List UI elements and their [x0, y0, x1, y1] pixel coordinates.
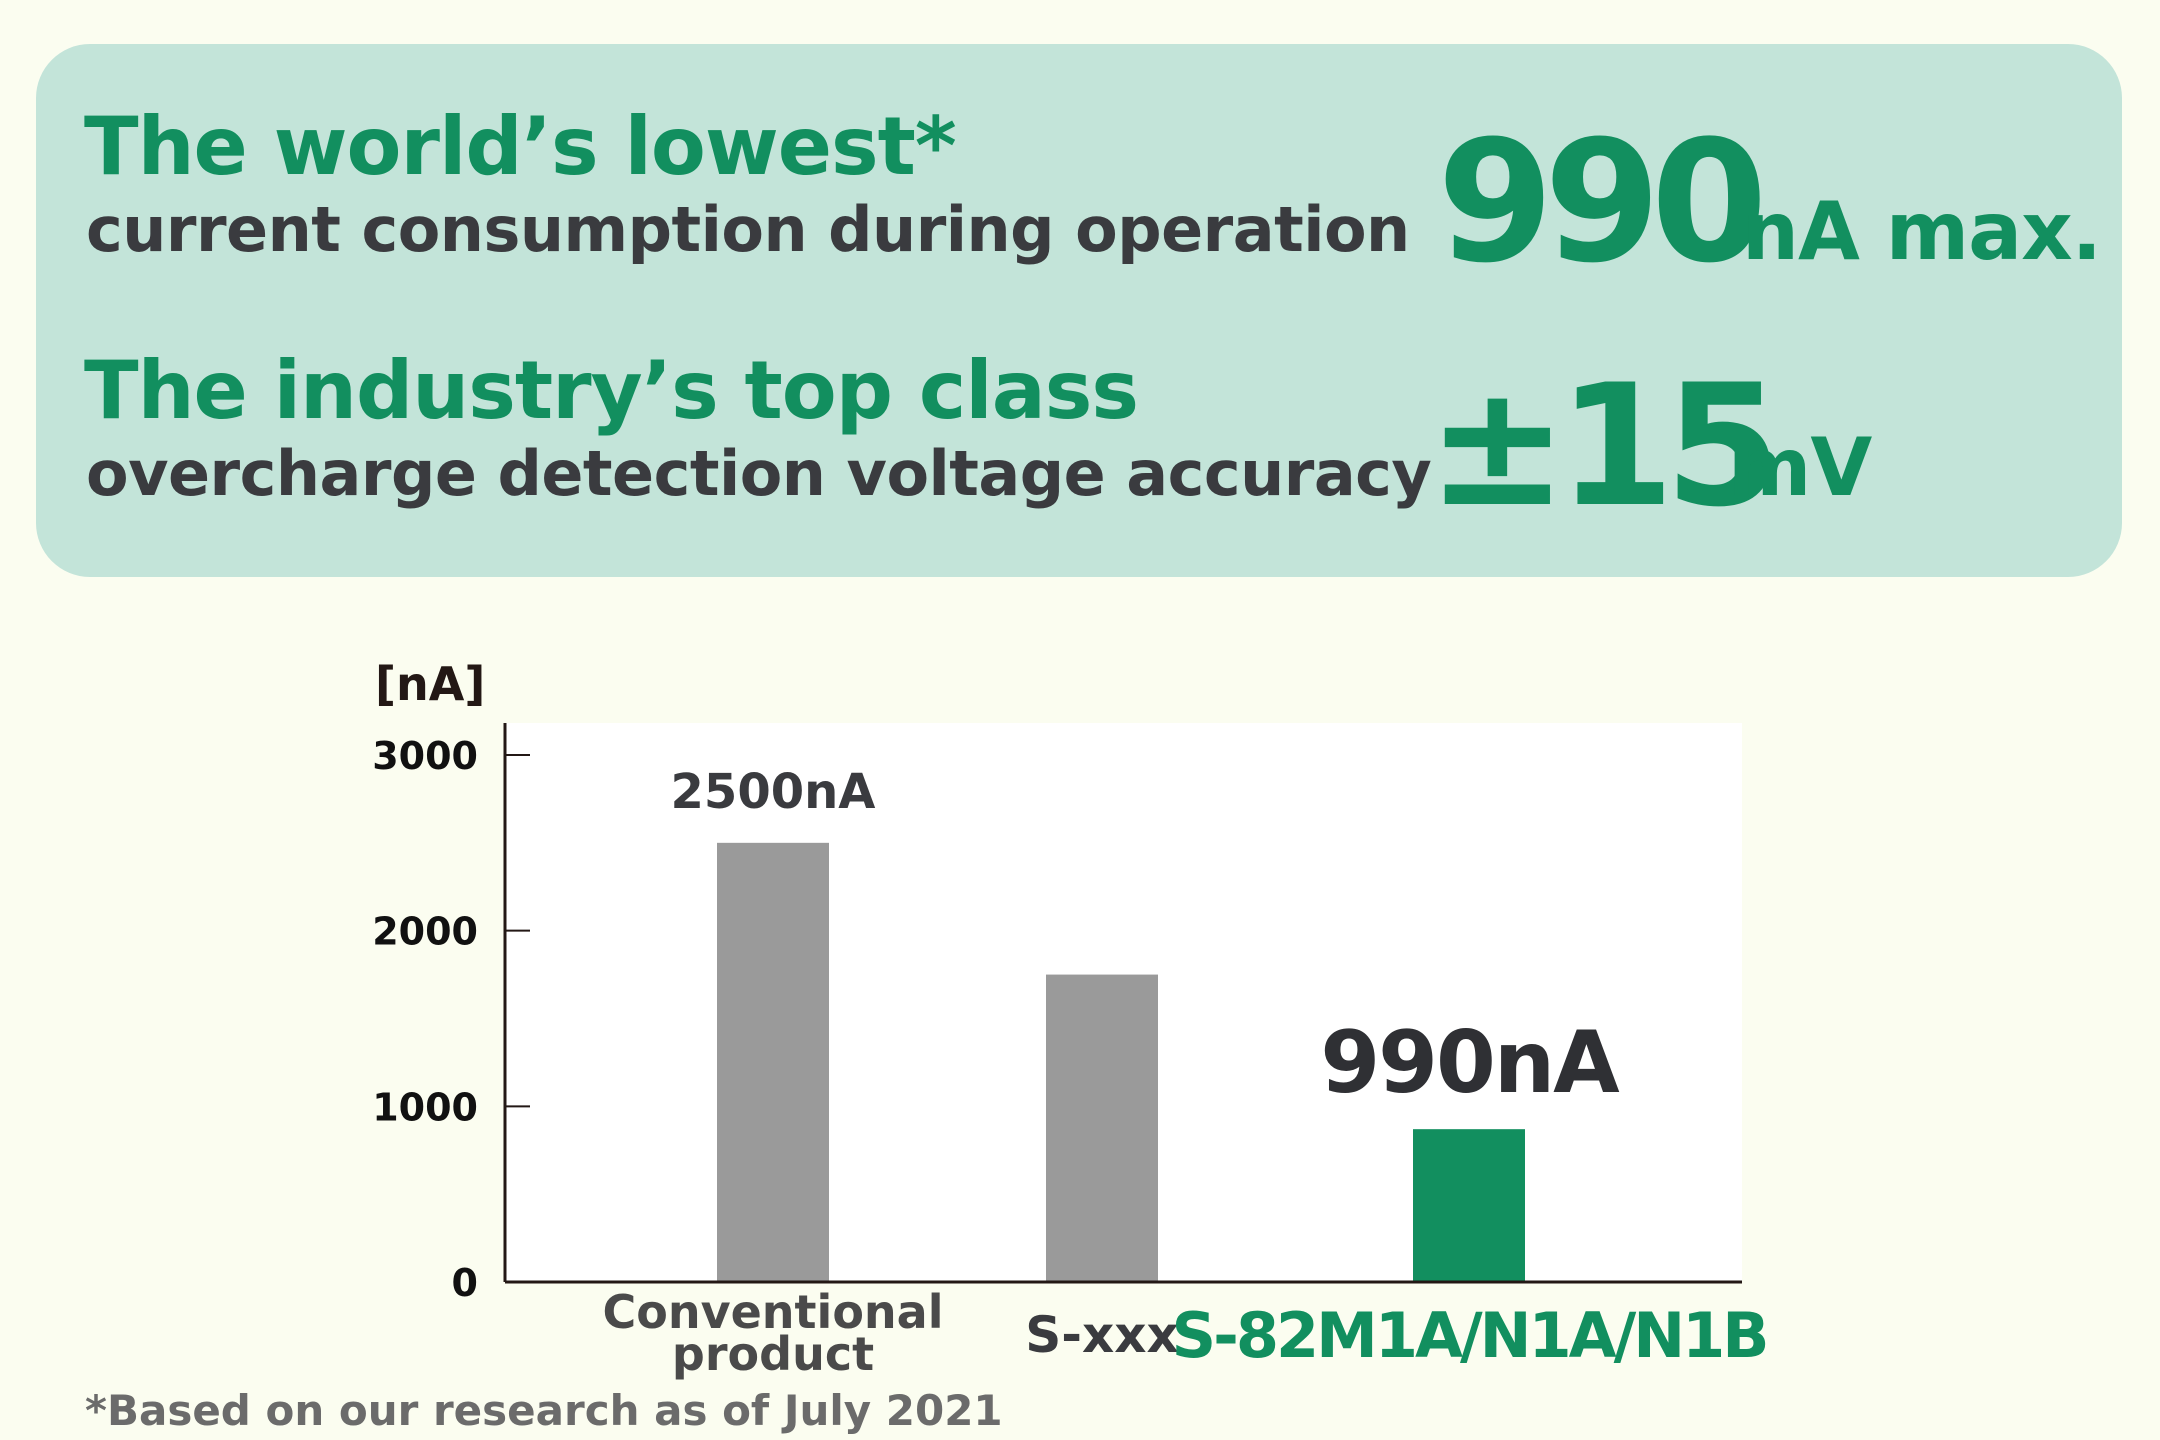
- category-label-0-line2: product: [672, 1327, 874, 1381]
- category-label-0: Conventional: [603, 1285, 944, 1339]
- footnote: *Based on our research as of July 2021: [85, 1386, 1003, 1435]
- y-tick-label-3: 3000: [372, 734, 478, 778]
- category-label-2: S-82M1A/N1A/N1B: [1171, 1299, 1766, 1372]
- category-label-1: S-xxx: [1025, 1306, 1179, 1364]
- y-axis-label: [nA]: [375, 657, 485, 711]
- headline-accuracy-subtitle: overcharge detection voltage accuracy: [86, 437, 1432, 510]
- accuracy-value: ±15: [1427, 348, 1782, 544]
- bar-0: [717, 842, 829, 1282]
- headline-current-subtitle: current consumption during operation: [86, 193, 1410, 266]
- data-label-2: 990nA: [1320, 1013, 1620, 1113]
- bar-2: [1413, 1129, 1525, 1282]
- y-tick-label-0: 0: [452, 1261, 478, 1305]
- headline-current-title: The world’s lowest*: [84, 100, 957, 193]
- y-tick-label-1: 1000: [372, 1085, 478, 1129]
- y-tick-label-2: 2000: [372, 910, 478, 954]
- current-value: 990: [1437, 104, 1768, 300]
- current-unit: nA max.: [1742, 185, 2102, 278]
- bar-1: [1046, 974, 1158, 1282]
- data-label-0: 2500nA: [671, 764, 876, 820]
- accuracy-unit: mV: [1728, 421, 1872, 514]
- spec-panel: [36, 44, 2122, 577]
- headline-accuracy-title: The industry’s top class: [84, 344, 1139, 437]
